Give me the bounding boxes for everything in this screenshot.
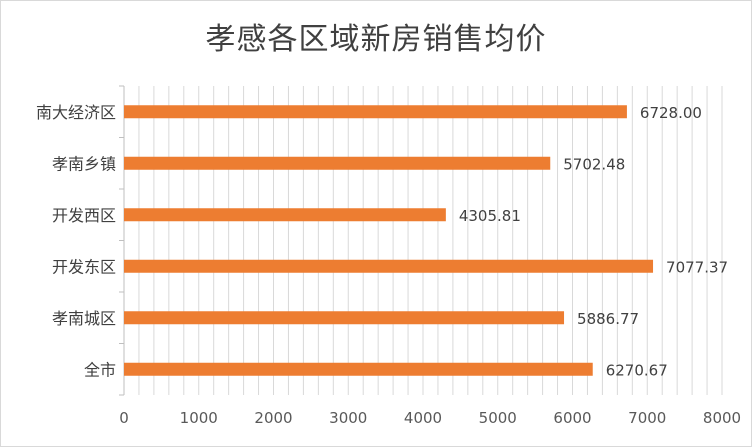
data-label: 6728.00 xyxy=(640,104,702,122)
x-tick-label: 4000 xyxy=(404,409,442,427)
data-label: 6270.67 xyxy=(606,361,668,379)
tick-labels: 0 1000 2000 3000 4000 5000 6000 7000 8000 xyxy=(119,409,741,427)
x-tick-label: 3000 xyxy=(329,409,367,427)
x-tick-label: 8000 xyxy=(703,409,741,427)
category-label: 全市 xyxy=(84,360,116,379)
data-label: 5702.48 xyxy=(563,155,625,173)
data-labels: 6728.00 5702.48 4305.81 7077.37 5886.77 6270.… xyxy=(459,104,728,380)
category-label: 开发东区 xyxy=(52,257,116,276)
category-label: 南大经济区 xyxy=(36,103,116,122)
bar xyxy=(124,156,551,170)
category-label: 孝南乡镇 xyxy=(52,154,116,173)
bars xyxy=(124,105,654,376)
bar xyxy=(124,208,446,222)
x-tick-label: 0 xyxy=(119,409,129,427)
data-label: 5886.77 xyxy=(577,310,639,328)
x-tick-label: 6000 xyxy=(553,409,591,427)
x-tick-label: 7000 xyxy=(628,409,666,427)
category-label: 孝南城区 xyxy=(52,309,116,328)
data-label: 7077.37 xyxy=(666,258,728,276)
x-tick-label: 2000 xyxy=(254,409,292,427)
axis-lines xyxy=(119,85,125,396)
grid-lines xyxy=(138,86,723,395)
category-label: 开发西区 xyxy=(52,206,116,225)
bar xyxy=(124,105,627,119)
bar xyxy=(124,311,565,325)
chart-title: 孝感各区域新房销售均价 xyxy=(205,22,547,57)
bar xyxy=(124,362,593,376)
x-tick-label: 5000 xyxy=(479,409,517,427)
bar xyxy=(124,259,654,273)
data-label: 4305.81 xyxy=(459,207,521,225)
x-tick-label: 1000 xyxy=(180,409,218,427)
